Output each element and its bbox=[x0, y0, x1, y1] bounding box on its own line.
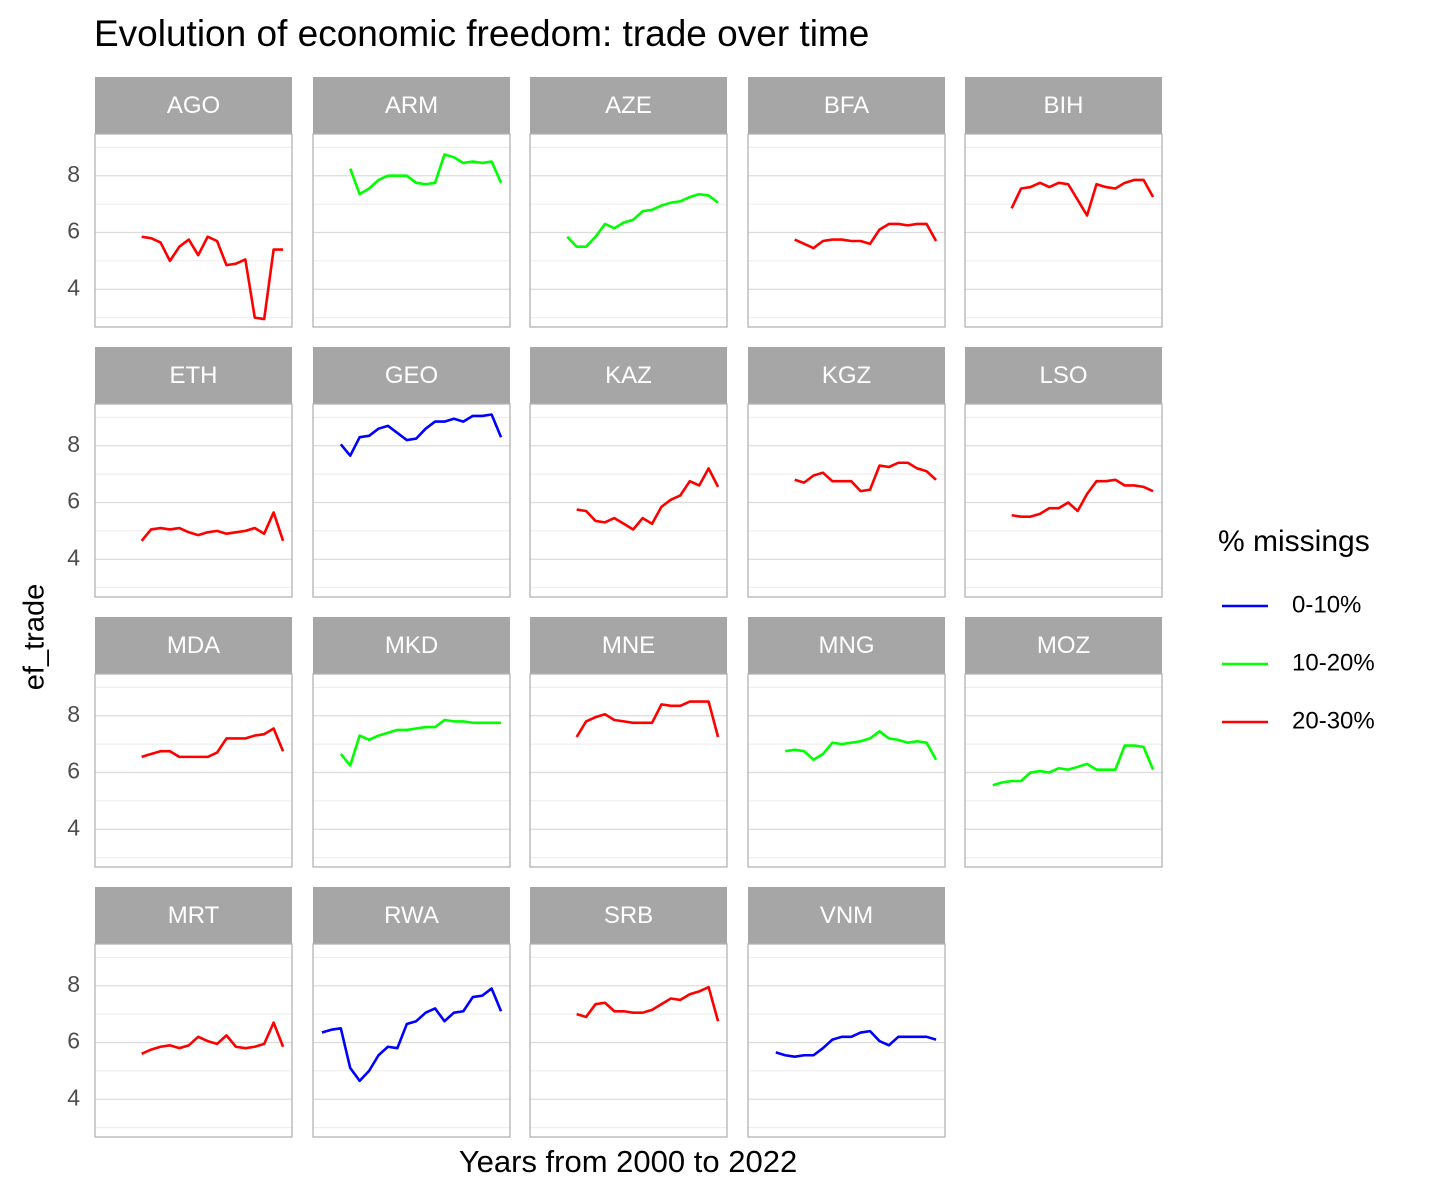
strip-label: MNE bbox=[602, 632, 655, 659]
series-line bbox=[575, 700, 720, 738]
strip bbox=[95, 887, 292, 944]
strip bbox=[748, 347, 945, 404]
panel-border bbox=[747, 943, 946, 1138]
strip-label: LSO bbox=[1039, 362, 1087, 389]
series-line bbox=[141, 235, 284, 321]
y-tick-label: 6 bbox=[67, 1028, 80, 1054]
x-axis-label: Years from 2000 to 2022 bbox=[459, 1144, 797, 1179]
panel-border bbox=[529, 133, 728, 328]
y-tick-label: 8 bbox=[67, 431, 80, 457]
legend-label: 0-10% bbox=[1292, 591, 1361, 618]
strip bbox=[95, 617, 292, 674]
series-line bbox=[141, 1021, 285, 1056]
series-line bbox=[1011, 478, 1154, 518]
panel-border bbox=[312, 673, 511, 868]
panel-border bbox=[94, 943, 293, 1138]
series-line bbox=[140, 511, 285, 542]
strip bbox=[530, 617, 727, 674]
y-tick-label: 8 bbox=[67, 161, 80, 187]
strip-label: AGO bbox=[167, 92, 220, 119]
panel-border bbox=[529, 943, 728, 1138]
series-line bbox=[794, 222, 938, 250]
panel-border bbox=[312, 133, 511, 328]
strip-label: ETH bbox=[170, 362, 218, 389]
y-tick-label: 4 bbox=[67, 814, 80, 840]
series-line bbox=[339, 718, 502, 767]
panel-border bbox=[94, 133, 293, 328]
series-line bbox=[775, 1029, 937, 1058]
panel-border bbox=[94, 403, 293, 598]
y-axis-label: ef_trade bbox=[19, 584, 51, 690]
y-tick-label: 8 bbox=[67, 971, 80, 997]
strip-label: KGZ bbox=[822, 362, 871, 389]
series-line bbox=[576, 985, 720, 1022]
strip bbox=[313, 887, 510, 944]
strip bbox=[313, 617, 510, 674]
strip bbox=[313, 347, 510, 404]
series-line bbox=[321, 987, 503, 1083]
panel-border bbox=[964, 133, 1163, 328]
strip-label: MOZ bbox=[1037, 632, 1090, 659]
strip-label: MNG bbox=[819, 632, 875, 659]
strip-label: GEO bbox=[385, 362, 438, 389]
strip bbox=[965, 617, 1162, 674]
strip bbox=[965, 347, 1162, 404]
strip bbox=[748, 617, 945, 674]
panel-border bbox=[964, 673, 1163, 868]
strip-label: SRB bbox=[604, 902, 653, 929]
strip bbox=[748, 77, 945, 134]
series-line bbox=[785, 730, 938, 762]
series-line bbox=[349, 153, 503, 196]
y-tick-label: 4 bbox=[67, 274, 80, 300]
series-line bbox=[794, 461, 937, 493]
y-tick-label: 6 bbox=[67, 488, 80, 514]
y-tick-label: 8 bbox=[67, 701, 80, 727]
strip bbox=[95, 77, 292, 134]
strip bbox=[530, 887, 727, 944]
strip bbox=[965, 77, 1162, 134]
strip-label: MDA bbox=[167, 632, 220, 659]
panel-border bbox=[747, 133, 946, 328]
y-tick-label: 6 bbox=[67, 758, 80, 784]
series-line bbox=[1010, 178, 1155, 217]
strip bbox=[530, 77, 727, 134]
series-line bbox=[576, 467, 720, 531]
strip-label: BFA bbox=[824, 92, 869, 119]
strip-label: RWA bbox=[384, 902, 439, 929]
series-line bbox=[339, 413, 503, 457]
panel-border bbox=[964, 403, 1163, 598]
strip-label: VNM bbox=[820, 902, 873, 929]
strip-label: MRT bbox=[168, 902, 220, 929]
y-tick-label: 4 bbox=[67, 544, 80, 570]
strip bbox=[748, 887, 945, 944]
strip-label: MKD bbox=[385, 632, 438, 659]
strip bbox=[95, 347, 292, 404]
strip-label: ARM bbox=[385, 92, 438, 119]
series-line bbox=[141, 727, 285, 759]
legend-label: 20-30% bbox=[1292, 707, 1375, 734]
strip bbox=[313, 77, 510, 134]
panel-border bbox=[747, 673, 946, 868]
panel-border bbox=[312, 403, 511, 598]
panel-border bbox=[312, 943, 511, 1138]
panel-border bbox=[529, 403, 728, 598]
y-tick-label: 4 bbox=[67, 1084, 80, 1110]
panel-border bbox=[94, 673, 293, 868]
y-tick-label: 6 bbox=[67, 218, 80, 244]
panel-border bbox=[747, 403, 946, 598]
strip bbox=[530, 347, 727, 404]
legend-title: % missings bbox=[1218, 525, 1370, 558]
series-line bbox=[566, 192, 719, 248]
strip-label: BIH bbox=[1043, 92, 1083, 119]
panel-border bbox=[529, 673, 728, 868]
strip-label: KAZ bbox=[605, 362, 652, 389]
legend-label: 10-20% bbox=[1292, 649, 1375, 676]
series-line bbox=[992, 744, 1155, 787]
chart-title: Evolution of economic freedom: trade ove… bbox=[94, 13, 869, 54]
strip-label: AZE bbox=[605, 92, 652, 119]
